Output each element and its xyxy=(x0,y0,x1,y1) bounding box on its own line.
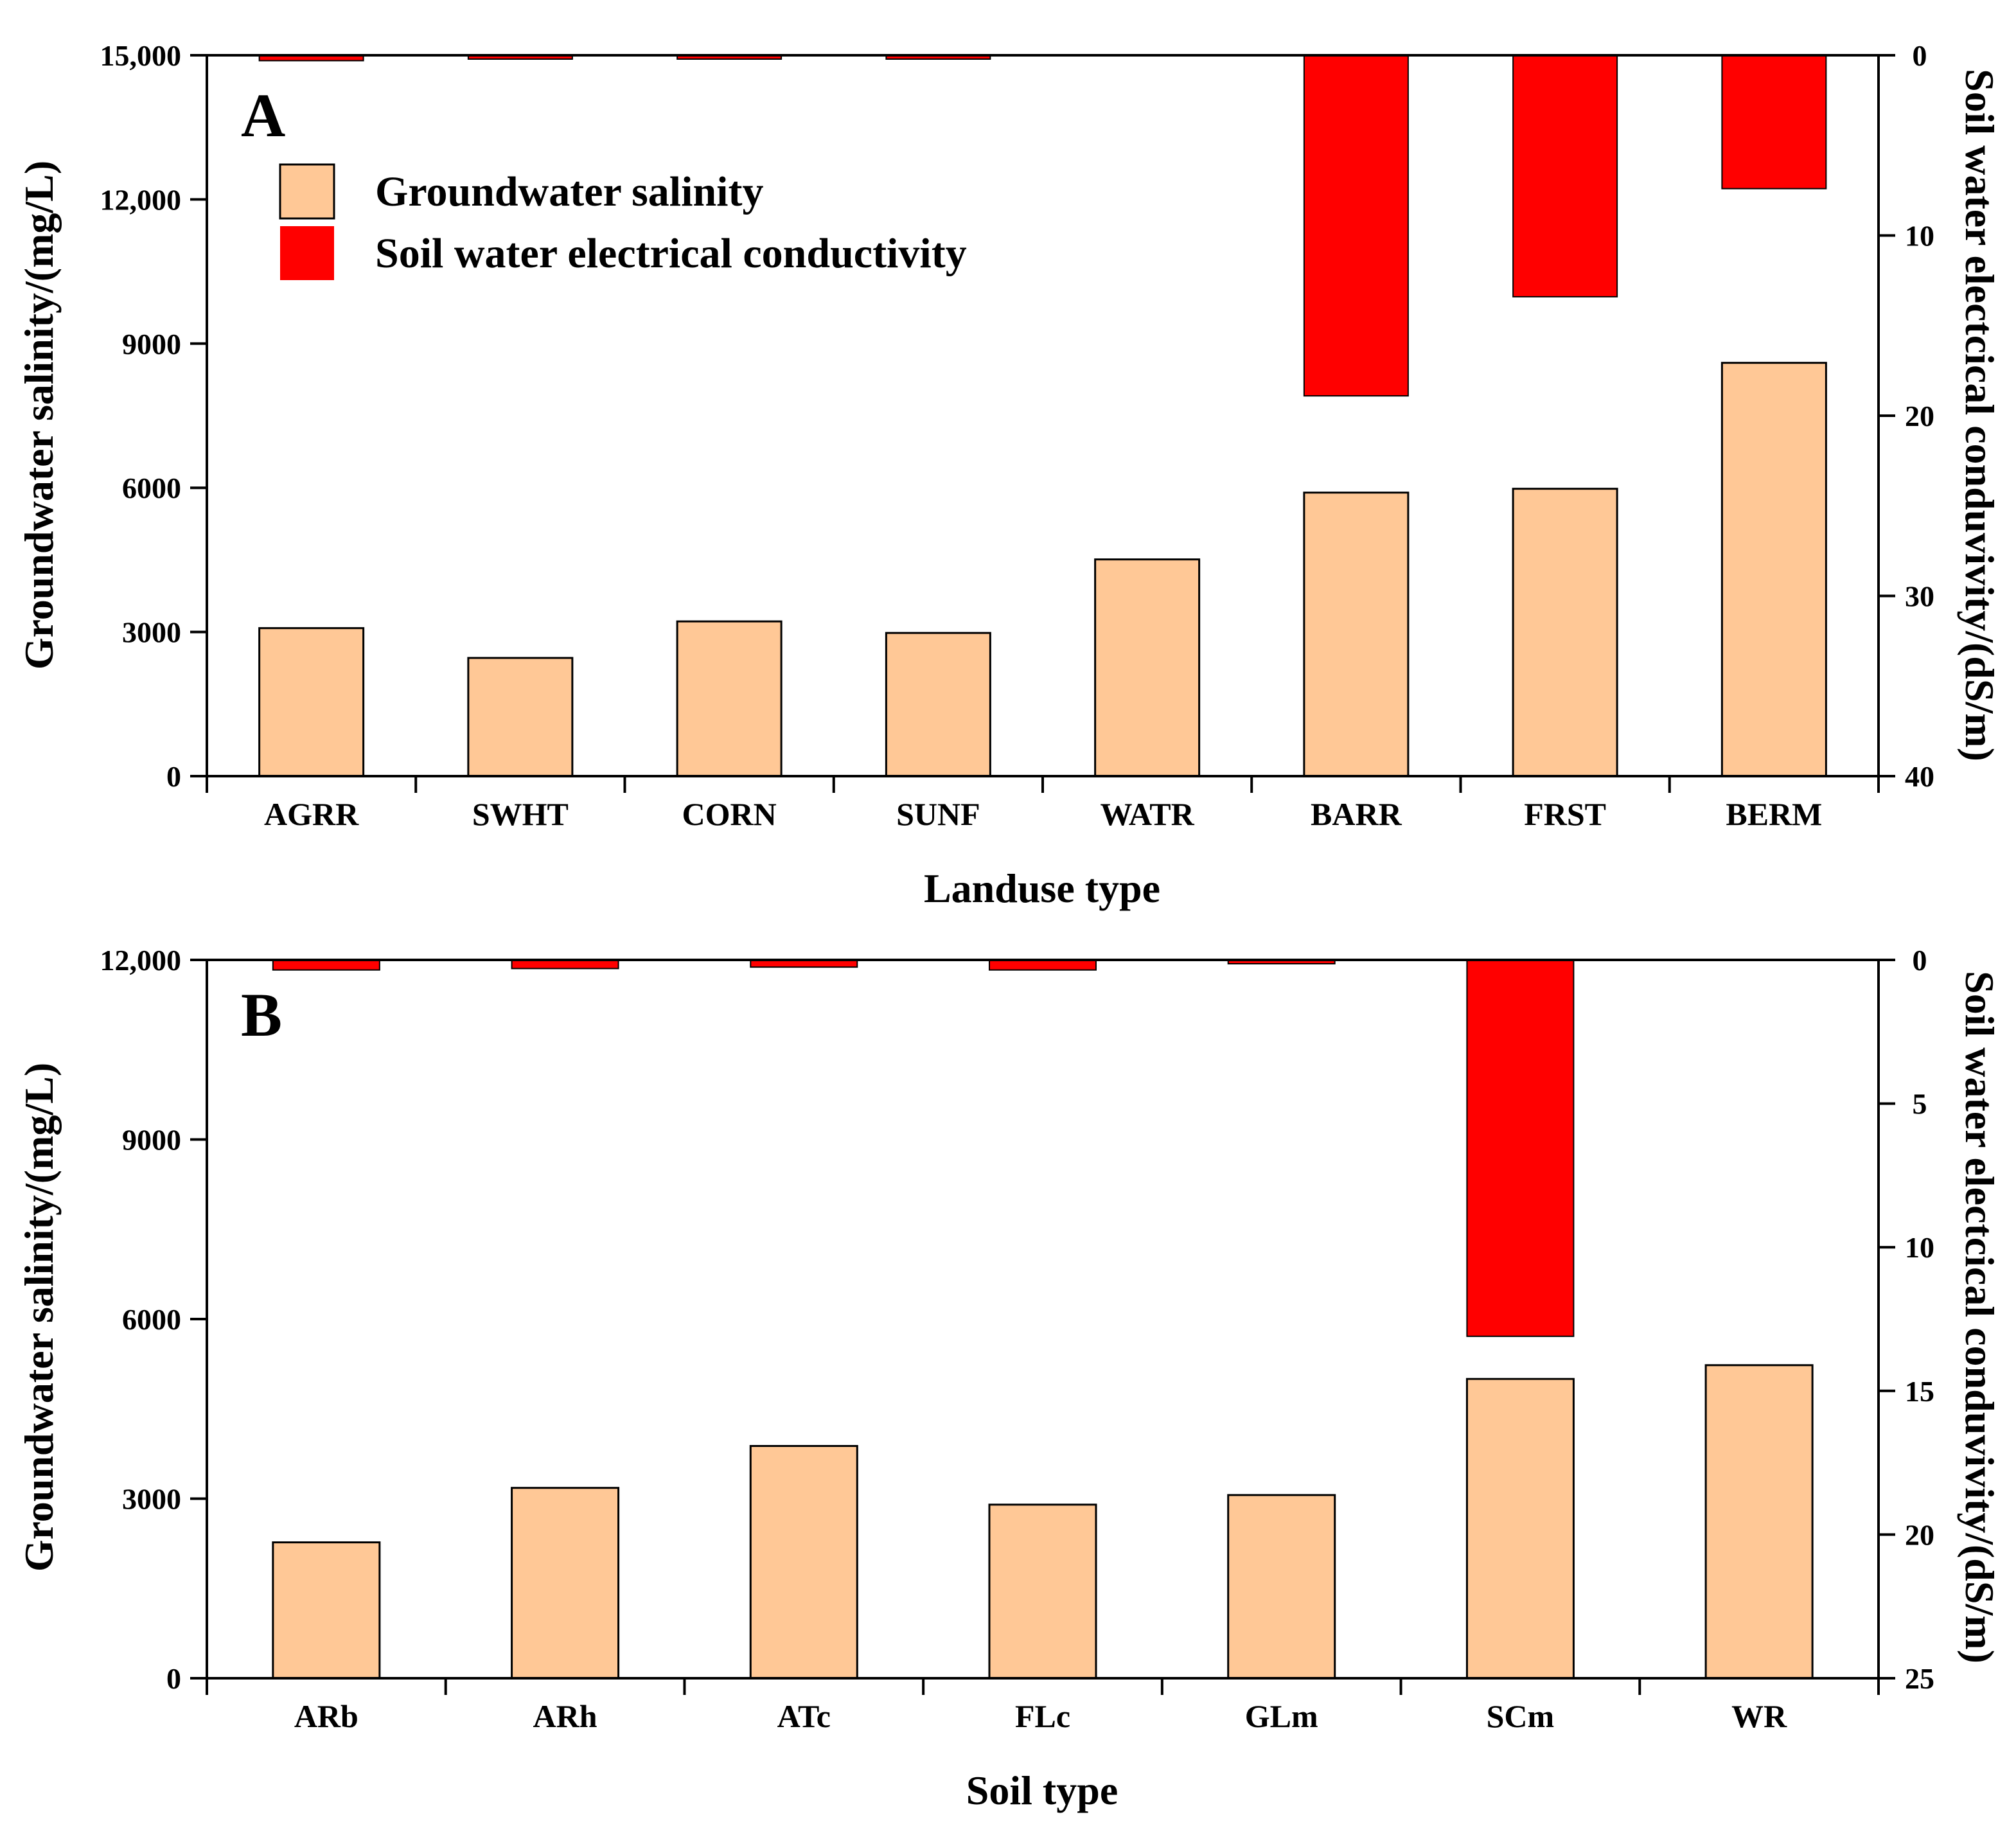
panel-b-bar-soil-ec-flc xyxy=(989,959,1097,971)
panel-b-y2-axis-title: Soil water electcical conduvivity/(dS/m) xyxy=(1957,971,2003,1663)
panel-b-y2-tick-label: 0 xyxy=(1913,944,1927,977)
panel-a-y-tick-label: 0 xyxy=(166,760,181,793)
panel-b-x-tick-label: ATc xyxy=(777,1698,831,1734)
panel-a-y2-tick-label: 30 xyxy=(1905,580,1934,613)
panel-b-bar-soil-ec-arh xyxy=(511,959,619,970)
panel-b-y2-tick-label: 5 xyxy=(1913,1088,1927,1121)
panel-b-y2-tick-label: 20 xyxy=(1905,1518,1934,1551)
panel-a-y2-tick-label: 20 xyxy=(1905,400,1934,432)
panel-a-bar-groundwater-agrr xyxy=(258,627,365,777)
panel-b-x-axis-title: Soil type xyxy=(966,1768,1118,1813)
panel-b-bars xyxy=(272,959,1814,1680)
panel-b-x-tick-label: ARb xyxy=(294,1698,358,1734)
panel-b-y-tick-label: 12,000 xyxy=(100,944,182,977)
panel-b-y2-tick-label: 10 xyxy=(1905,1231,1934,1264)
panel-b-bar-groundwater-arb xyxy=(272,1541,381,1680)
panel-a-y-axis-title: Groundwater salinity/(mg/L) xyxy=(16,161,62,669)
panel-b-bar-groundwater-arh xyxy=(511,1487,620,1680)
panel-a-y2-tick-label: 0 xyxy=(1913,39,1927,72)
legend: Groundwater salinity Soil water electric… xyxy=(279,163,967,280)
panel-b-x-tick-label: GLm xyxy=(1245,1698,1318,1734)
panel-b-bar-groundwater-flc xyxy=(988,1503,1097,1680)
panel-a-y2-tick-label: 40 xyxy=(1905,760,1934,793)
panel-a-bar-groundwater-swht xyxy=(467,657,574,777)
panel-a-y2-tick-label: 10 xyxy=(1905,220,1934,253)
panel-b-axes: ARb ARh ATc FLc GLm SCm WR 0 3000 6000 9000 12,000 0… xyxy=(100,944,1935,1734)
panel-a-bar-groundwater-berm xyxy=(1720,362,1827,777)
panel-b-bar-soil-ec-scm xyxy=(1466,959,1575,1337)
panel-a-y2-axis-title: Soil water electcical conduvivity/(dS/m) xyxy=(1957,69,2003,761)
panel-b-bar-groundwater-glm xyxy=(1227,1494,1336,1680)
panel-b-x-tick-label: SCm xyxy=(1487,1698,1555,1734)
panel-a-y-tick-label: 15,000 xyxy=(100,39,182,72)
panel-b-y-tick-label: 3000 xyxy=(122,1483,181,1516)
panel-b-y2-tick-label: 15 xyxy=(1905,1375,1934,1408)
panel-a-x-axis-title: Landuse type xyxy=(924,865,1160,911)
panel-a-axes: AGRR SWHT CORN SUNF WATR BARR FRST BERM 0 3000 600… xyxy=(100,39,1935,832)
panel-b-y-axis-title: Groundwater salinity/(mg/L) xyxy=(16,1063,62,1572)
panel-b-y2-tick-label: 25 xyxy=(1905,1662,1934,1695)
panel-a-x-tick-label: FRST xyxy=(1524,796,1606,832)
panel-a-bar-groundwater-watr xyxy=(1094,558,1201,777)
panel-a-bar-groundwater-frst xyxy=(1512,488,1618,777)
panel-a-y-tick-label: 3000 xyxy=(122,616,181,649)
panel-a-bar-groundwater-corn xyxy=(676,620,783,777)
panel-a-bar-soil-ec-barr xyxy=(1303,55,1409,397)
legend-label-soil-ec: Soil water electrical conductivity xyxy=(375,230,967,277)
panel-a-x-tick-label: BERM xyxy=(1726,796,1822,832)
panel-b-bar-soil-ec-arb xyxy=(272,959,380,971)
panel-a-bars xyxy=(258,55,1827,777)
panel-b-y-tick-label: 0 xyxy=(166,1662,181,1695)
panel-b: ARb ARh ATc FLc GLm SCm WR 0 3000 6000 9000 12,000 0… xyxy=(16,944,2003,1813)
panel-b-bar-groundwater-atc xyxy=(749,1445,858,1680)
panel-a-y-tick-label: 12,000 xyxy=(100,183,182,216)
panel-a-bar-soil-ec-frst xyxy=(1512,55,1618,297)
panel-a-x-tick-label: SWHT xyxy=(472,796,569,832)
panel-b-x-tick-label: WR xyxy=(1731,1698,1787,1734)
panel-b-x-tick-label: FLc xyxy=(1015,1698,1070,1734)
panel-a-bar-groundwater-barr xyxy=(1303,492,1410,777)
panel-a-x-tick-label: CORN xyxy=(682,796,777,832)
legend-swatch-soil-ec xyxy=(280,226,334,280)
legend-label-groundwater: Groundwater salinity xyxy=(375,168,763,215)
panel-b-y-tick-label: 9000 xyxy=(122,1124,181,1157)
panel-a-x-tick-label: WATR xyxy=(1100,796,1194,832)
legend-swatch-groundwater xyxy=(279,163,335,220)
panel-b-y-tick-label: 6000 xyxy=(122,1303,181,1336)
panel-a: AGRR SWHT CORN SUNF WATR BARR FRST BERM 0 3000 600… xyxy=(16,39,2003,911)
panel-a-letter: A xyxy=(241,81,285,150)
panel-a-x-tick-label: SUNF xyxy=(896,796,980,832)
panel-b-letter: B xyxy=(241,980,282,1049)
panel-a-bar-soil-ec-berm xyxy=(1721,55,1827,190)
panel-a-y-tick-label: 9000 xyxy=(122,328,181,360)
panel-a-x-tick-label: AGRR xyxy=(264,796,359,832)
panel-b-bar-groundwater-wr xyxy=(1704,1364,1814,1680)
panel-b-bar-groundwater-scm xyxy=(1465,1378,1575,1680)
panel-b-x-tick-label: ARh xyxy=(533,1698,597,1734)
panel-a-bar-groundwater-sunf xyxy=(885,632,991,777)
panel-a-x-tick-label: BARR xyxy=(1311,796,1402,832)
panel-a-y-tick-label: 6000 xyxy=(122,472,181,504)
